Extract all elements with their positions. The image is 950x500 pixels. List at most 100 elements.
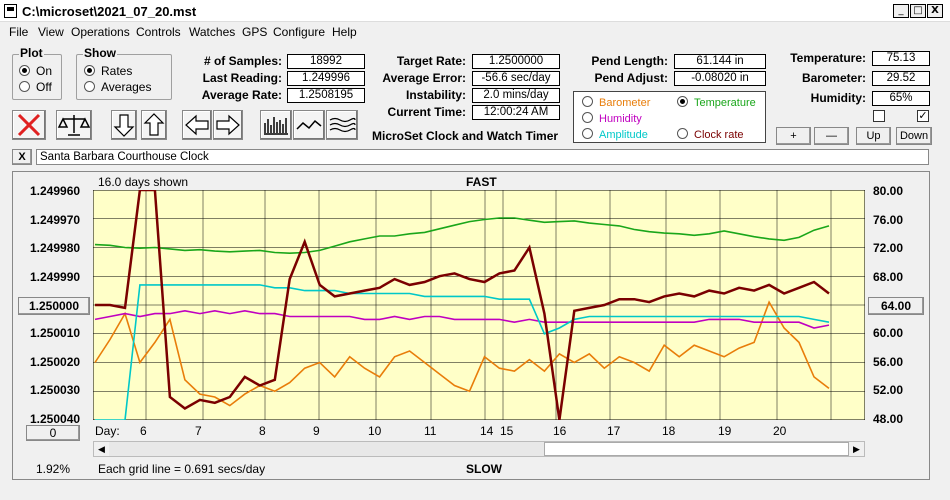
- series-line: [94, 309, 830, 329]
- pend-length-value: 61.144 in: [674, 54, 766, 69]
- app-caption: MicroSet Clock and Watch Timer: [372, 129, 559, 143]
- checkbox-right[interactable]: ✓: [917, 110, 929, 122]
- target-rate-label: Target Rate:: [396, 54, 466, 68]
- target-rate-value: 1.2500000: [472, 54, 560, 69]
- scroll-left-icon[interactable]: ◀: [94, 442, 109, 456]
- menu-controls[interactable]: Controls: [136, 25, 181, 39]
- series-line: [95, 190, 830, 420]
- left-tick: 1.249960: [30, 184, 81, 198]
- plot-on-radio[interactable]: On: [19, 64, 52, 78]
- x-tick: 20: [773, 424, 787, 438]
- arrow-up-icon: [143, 113, 165, 136]
- sensor-down-button[interactable]: Down: [896, 127, 932, 145]
- humidity-value: 65%: [872, 91, 930, 106]
- menu-help[interactable]: Help: [332, 25, 357, 39]
- minimize-button[interactable]: _: [893, 4, 909, 18]
- days-shown-label: 16.0 days shown: [98, 175, 189, 189]
- menu-configure[interactable]: Configure: [273, 25, 326, 39]
- sensor-barometer-radio[interactable]: Barometer: [582, 96, 650, 109]
- humidity-label: Humidity:: [810, 91, 866, 105]
- x-tick: 14: [480, 424, 494, 438]
- show-rates-radio[interactable]: Rates: [84, 64, 132, 78]
- radio-icon: [84, 81, 95, 92]
- left-tick: 1.249970: [30, 213, 81, 227]
- left-tick: 1.250010: [30, 326, 81, 340]
- arrow-right-button[interactable]: [213, 110, 243, 140]
- instability-label: Instability:: [405, 88, 466, 102]
- left-tick: 1.249990: [30, 270, 81, 284]
- zero-button[interactable]: 0: [26, 425, 80, 441]
- x-tick: 6: [140, 424, 147, 438]
- arrow-left-button[interactable]: [182, 110, 212, 140]
- app-icon[interactable]: [4, 4, 17, 18]
- temperature-label: Temperature:: [790, 51, 866, 65]
- maximize-button[interactable]: □: [910, 4, 926, 18]
- show-averages-radio[interactable]: Averages: [84, 80, 151, 94]
- menu-file[interactable]: File: [9, 25, 29, 39]
- bar-graph-button[interactable]: [260, 110, 292, 140]
- menu-watches[interactable]: Watches: [189, 25, 236, 39]
- stop-button[interactable]: [12, 110, 46, 140]
- checkbox-left[interactable]: [873, 110, 885, 122]
- balance-icon: [57, 115, 91, 136]
- x-tick: 8: [259, 424, 266, 438]
- current-time-label: Current Time:: [387, 105, 466, 119]
- red-x-icon: [17, 113, 41, 137]
- pend-length-label: Pend Length:: [591, 54, 668, 68]
- menu-operations[interactable]: Operations: [71, 25, 130, 39]
- sensor-plus-button[interactable]: +: [776, 127, 811, 145]
- show-group: [76, 54, 172, 100]
- average-error-label: Average Error:: [382, 71, 466, 85]
- samples-label: # of Samples:: [203, 54, 282, 68]
- day-axis-label: Day:: [95, 424, 120, 438]
- window-title: C:\microset\2021_07_20.mst: [22, 4, 197, 19]
- bar-graph-icon: [264, 117, 288, 135]
- barometer-value: 29.52: [872, 71, 930, 86]
- samples-value: 18992: [287, 54, 365, 69]
- plot-off-radio[interactable]: Off: [19, 80, 52, 94]
- radio-icon: [677, 128, 688, 139]
- left-tick: 1.249980: [30, 241, 81, 255]
- scroll-right-icon[interactable]: ▶: [849, 442, 864, 456]
- x-tick: 10: [368, 424, 382, 438]
- clock-name-field[interactable]: Santa Barbara Courthouse Clock: [36, 149, 929, 165]
- menu-view[interactable]: View: [38, 25, 64, 39]
- temperature-value: 75.13: [872, 51, 930, 66]
- sensor-up-button[interactable]: Up: [856, 127, 891, 145]
- show-group-title: Show: [83, 46, 117, 60]
- arrow-down-button[interactable]: [111, 110, 137, 140]
- left-tick: 1.250040: [30, 412, 81, 426]
- rate-chart[interactable]: [93, 190, 865, 420]
- menu-gps[interactable]: GPS: [242, 25, 268, 39]
- sensor-center-button[interactable]: 64.00: [868, 297, 924, 315]
- wave-graph-button[interactable]: [326, 110, 358, 140]
- sensor-amplitude-radio[interactable]: Amplitude: [582, 128, 648, 141]
- x-tick: 15: [500, 424, 514, 438]
- average-rate-value: 1.2508195: [287, 88, 365, 103]
- rate-center-button[interactable]: 1.250000: [18, 297, 90, 315]
- sensor-clockrate-radio[interactable]: Clock rate: [677, 128, 744, 141]
- x-tick: 16: [553, 424, 567, 438]
- radio-selected-icon: [84, 65, 95, 76]
- chart-grid: [93, 190, 865, 420]
- arrow-up-button[interactable]: [141, 110, 167, 140]
- clock-close-button[interactable]: X: [12, 149, 32, 165]
- series-line: [95, 284, 830, 420]
- radio-icon: [582, 96, 593, 107]
- sensor-humidity-radio[interactable]: Humidity: [582, 112, 642, 125]
- left-tick: 1.250030: [30, 383, 81, 397]
- percent-readout: 1.92%: [36, 462, 71, 476]
- line-graph-button[interactable]: [293, 110, 325, 140]
- arrow-down-icon: [113, 114, 135, 137]
- balance-button[interactable]: [56, 110, 92, 140]
- close-button[interactable]: X: [927, 4, 943, 18]
- sensor-minus-button[interactable]: —: [814, 127, 849, 145]
- instability-value: 2.0 mins/day: [472, 88, 560, 103]
- current-time-value: 12:00:24 AM: [472, 105, 560, 120]
- x-tick: 9: [313, 424, 320, 438]
- line-graph-icon: [296, 119, 322, 130]
- scroll-thumb[interactable]: [544, 442, 849, 456]
- sensor-temperature-radio[interactable]: Temperature: [677, 96, 756, 109]
- radio-selected-icon: [677, 96, 688, 107]
- horizontal-scrollbar[interactable]: ◀ ▶: [93, 441, 865, 457]
